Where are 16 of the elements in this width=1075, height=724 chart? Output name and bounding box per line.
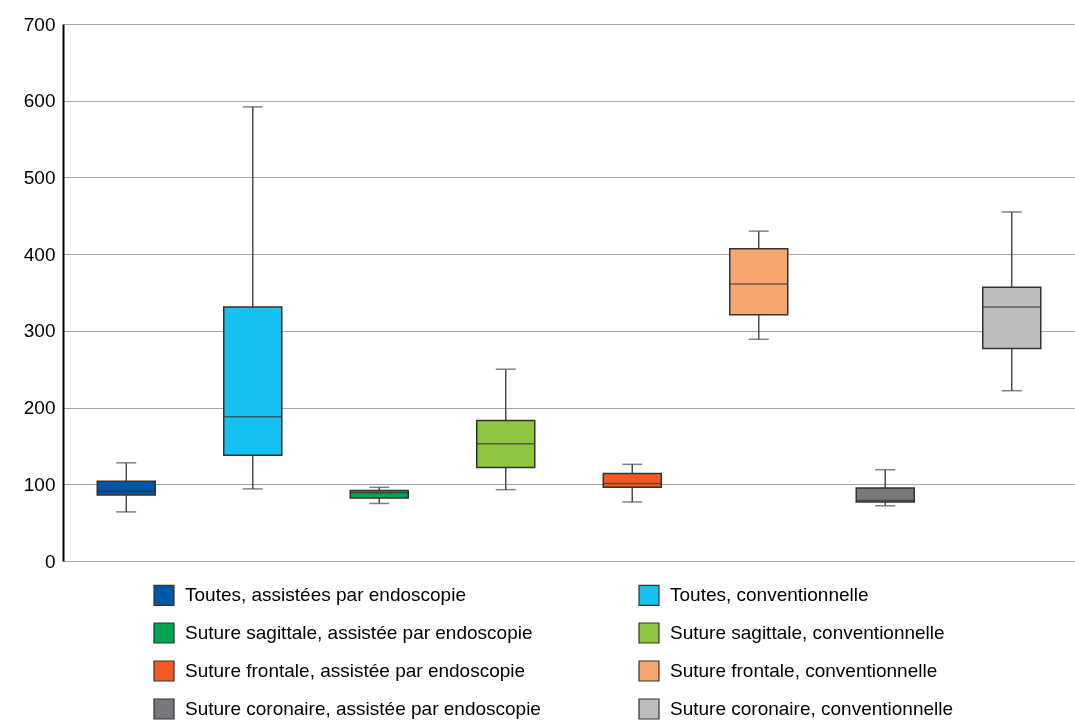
y-tick-label: 500 [23, 166, 56, 188]
legend-label: Suture frontale, assistée par endoscopie [185, 660, 526, 681]
y-tick-label: 200 [23, 397, 56, 419]
legend-label: Suture coronaire, conventionnelle [670, 698, 954, 719]
y-tick-label: 700 [23, 13, 56, 35]
y-tick-label: 0 [44, 550, 56, 572]
y-tick-label: 400 [23, 243, 56, 265]
y-tick-label: 600 [23, 90, 56, 112]
legend-label: Suture frontale, conventionnelle [670, 660, 938, 681]
legend-label: Suture sagittale, assistée par endoscopie [185, 622, 533, 643]
legend-label: Toutes, assistées par endoscopie [185, 584, 466, 606]
legend-label: Suture coronaire, assistée par endoscopie [185, 698, 541, 719]
legend-label: Suture sagittale, conventionnelle [670, 622, 945, 643]
legend-label: Toutes, conventionnelle [670, 584, 869, 606]
y-tick-label: 100 [23, 473, 56, 495]
y-tick-label: 300 [23, 320, 56, 342]
